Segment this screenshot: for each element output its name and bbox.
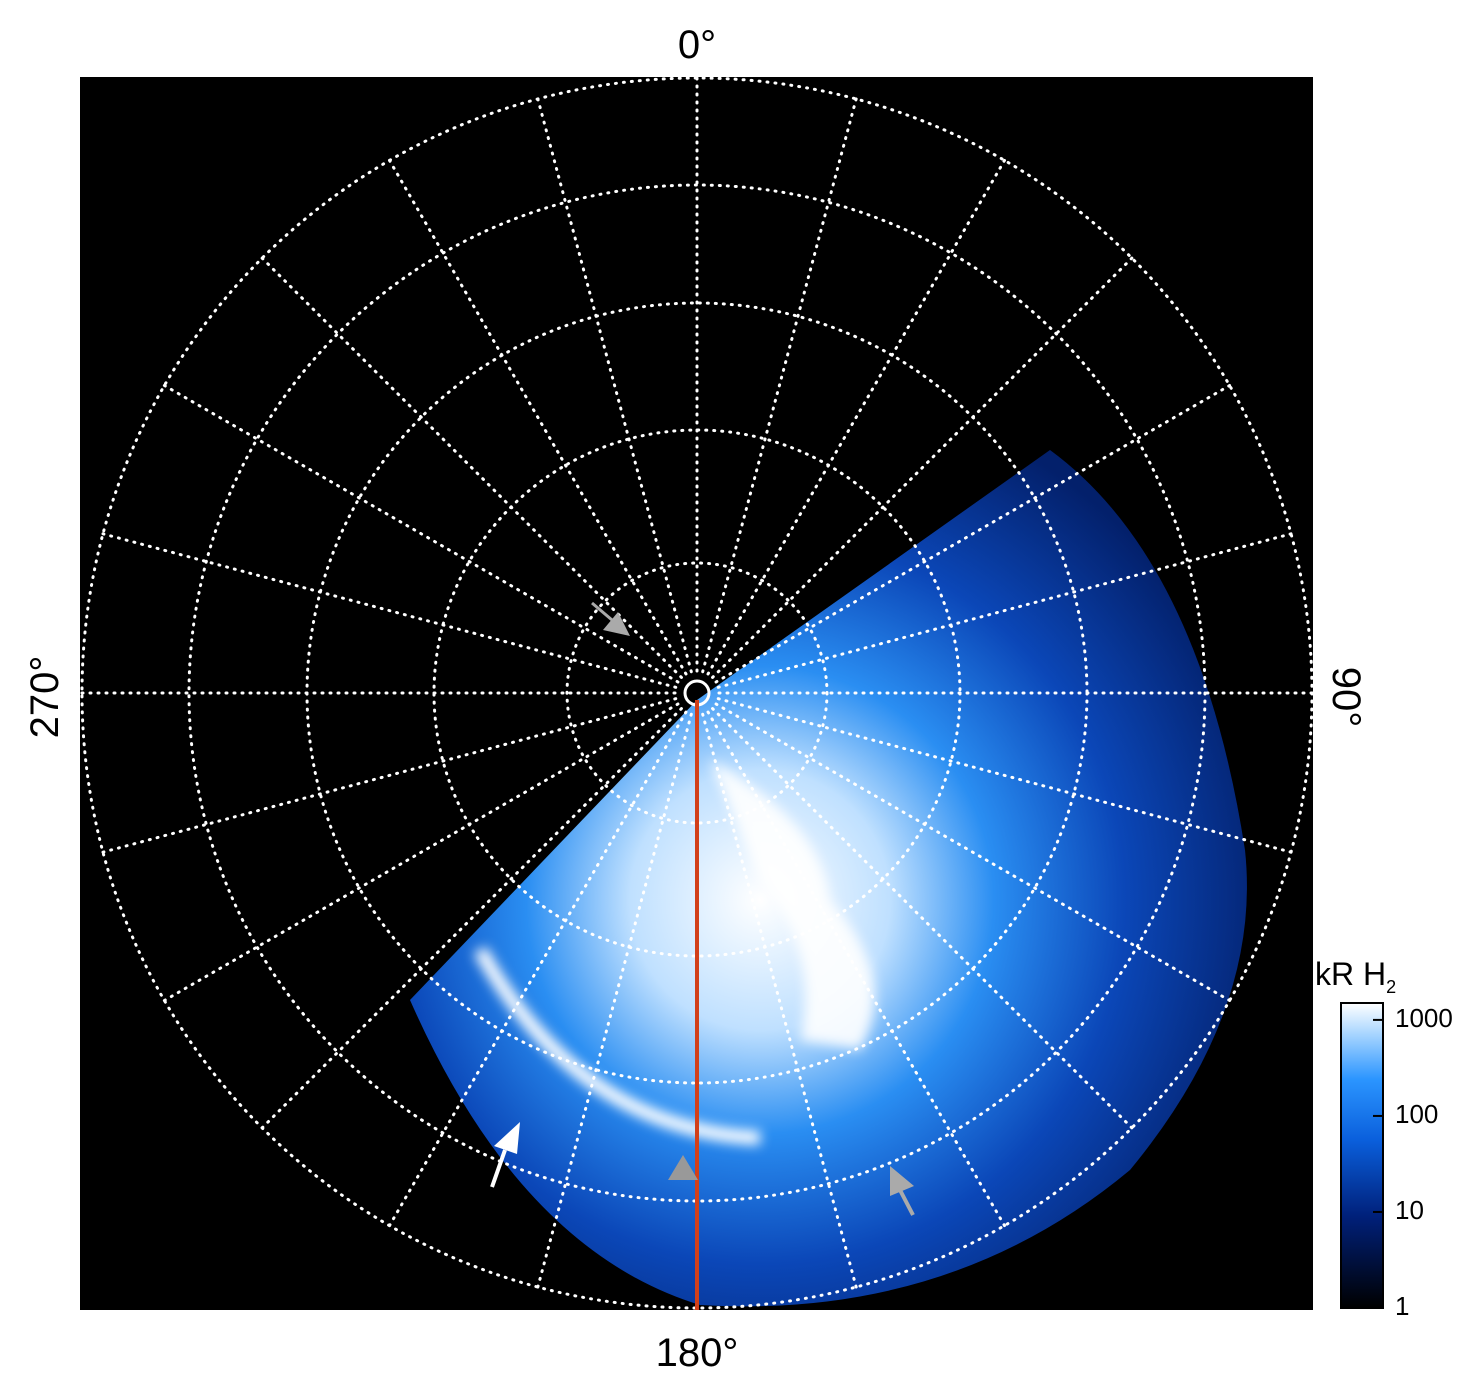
angle-label-left: 270°	[23, 656, 67, 739]
colorbar-tick-label: 100	[1395, 1099, 1438, 1129]
grid-spoke	[260, 256, 683, 679]
grid-spoke	[706, 710, 1006, 1228]
grid-spoke	[716, 697, 1293, 854]
grid-spoke	[536, 712, 693, 1289]
grid-spoke	[711, 707, 1134, 1130]
grid-spoke	[701, 712, 858, 1289]
grid-spoke	[260, 707, 683, 1130]
grid-circle	[565, 561, 829, 825]
grid-spoke	[711, 256, 1134, 679]
grid-spoke	[714, 384, 1232, 684]
polar-grid	[80, 76, 1314, 1310]
colorbar-ticks: 1 10 100 1000	[1373, 1003, 1453, 1321]
grid-spoke	[701, 97, 858, 674]
grid-spoke	[536, 97, 693, 674]
grid-spoke	[714, 702, 1232, 1002]
colorbar-title-main: kR H	[1315, 956, 1386, 992]
colorbar-tick-label: 1000	[1395, 1003, 1453, 1033]
angle-label-top: 0°	[678, 23, 716, 67]
grid-spoke	[716, 532, 1293, 689]
colorbar-title: kR H2	[1315, 956, 1396, 997]
aurora-bright-features	[473, 760, 875, 1145]
arrows	[490, 601, 915, 1216]
grid-spoke	[101, 532, 678, 689]
colorbar-tick-label: 10	[1395, 1195, 1424, 1225]
grid-spoke	[162, 702, 680, 1002]
grid-spoke	[388, 158, 688, 676]
grid-spoke	[162, 384, 680, 684]
angle-label-right: 90°	[1324, 667, 1368, 728]
grid-circle	[187, 183, 1207, 1203]
grid-spoke	[706, 158, 1006, 676]
angle-label-bottom: 180°	[656, 1331, 739, 1375]
colorbar-title-sub: 2	[1386, 977, 1396, 997]
grid-spoke	[388, 710, 688, 1228]
colorbar	[1340, 1002, 1384, 1309]
colorbar-tick-label: 1	[1395, 1291, 1409, 1321]
grid-spoke	[101, 697, 678, 854]
